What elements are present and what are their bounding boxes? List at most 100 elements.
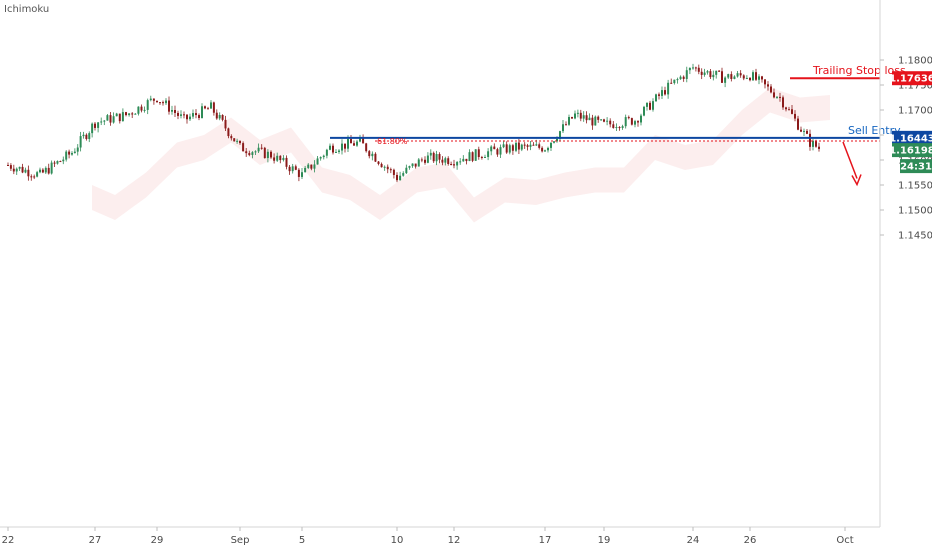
candle-body <box>553 141 555 143</box>
candle-body <box>380 163 383 168</box>
candle-body <box>248 153 251 155</box>
x-ticks: 22 27 29 Sep 5 10 12 17 19 24 26 Oct <box>2 527 854 546</box>
candle-body <box>365 143 368 152</box>
candle-body <box>624 117 627 127</box>
candle-body <box>33 176 36 178</box>
candle-body <box>383 166 386 168</box>
ichimoku-cloud <box>92 87 830 223</box>
candle-body <box>291 166 294 172</box>
candle-body <box>484 156 486 158</box>
candle-body <box>764 79 766 85</box>
candle-body <box>88 133 91 139</box>
candle-body <box>432 152 435 162</box>
candle-body <box>585 115 588 121</box>
candle-body <box>335 151 337 153</box>
candle-body <box>706 71 709 73</box>
candle-body <box>389 169 392 171</box>
candle-body <box>183 114 185 116</box>
candle-body <box>162 102 164 104</box>
candle-body <box>353 143 355 146</box>
candle-body <box>496 149 499 155</box>
candle-body <box>137 106 140 114</box>
candle-body <box>447 158 450 164</box>
candle-body <box>767 84 769 87</box>
candle-body <box>520 144 523 150</box>
candle-body <box>646 102 648 107</box>
candle-body <box>121 112 124 122</box>
candle-body <box>233 138 236 142</box>
candle-body <box>773 92 775 98</box>
price-badges: 1.17636 1.16443 1.16198 24:31 <box>889 71 932 174</box>
candle-body <box>456 162 459 166</box>
candle-body <box>788 109 790 111</box>
candle-body <box>661 90 663 96</box>
candle-body <box>490 146 493 152</box>
candle-body <box>156 100 158 103</box>
candle-body <box>538 144 541 148</box>
candle-body <box>435 154 438 162</box>
candle-body <box>752 72 754 81</box>
candle-body <box>597 116 600 120</box>
candle-body <box>257 147 260 152</box>
candle-body <box>177 112 179 116</box>
x-tick-label: 5 <box>299 535 305 546</box>
candle-body <box>438 154 441 160</box>
candle-body <box>462 158 465 162</box>
candle-body <box>201 106 203 118</box>
candle-body <box>374 153 377 162</box>
candle-body <box>402 173 405 176</box>
candle-body <box>91 123 94 134</box>
candle-body <box>574 113 576 119</box>
candle-body <box>405 167 408 174</box>
candle-body <box>588 117 591 121</box>
candle-body <box>712 74 715 78</box>
candle-body <box>694 67 697 69</box>
candle-body <box>745 77 748 79</box>
candle-body <box>131 113 134 115</box>
candle-body <box>12 168 15 172</box>
candle-body <box>544 150 546 152</box>
candle-body <box>685 70 688 79</box>
candle-body <box>818 146 820 149</box>
candle-body <box>621 126 624 128</box>
candle-body <box>444 158 447 163</box>
candle-body <box>115 113 118 117</box>
candle-body <box>171 110 173 112</box>
candle-body <box>643 106 645 116</box>
candle-body <box>82 134 85 137</box>
candle-body <box>450 163 453 165</box>
candle-body <box>453 164 455 166</box>
x-tick-label: Oct <box>836 535 853 546</box>
y-tick-label: 1.17000 <box>898 106 932 117</box>
candle-body <box>371 153 374 157</box>
candle-body <box>242 143 245 152</box>
candle-body <box>329 145 331 150</box>
candle-body <box>523 144 526 146</box>
candle-body <box>112 116 115 123</box>
candle-body <box>562 124 564 132</box>
candle-body <box>285 157 288 167</box>
candle-body <box>721 71 723 83</box>
candle-body <box>547 147 549 151</box>
candle-body <box>227 128 230 137</box>
candle-body <box>630 118 633 125</box>
candle-body <box>79 136 82 148</box>
candle-body <box>260 147 263 149</box>
candle-body <box>679 76 682 80</box>
candle-body <box>7 165 9 166</box>
candle-body <box>263 147 266 159</box>
candle-body <box>637 121 639 123</box>
candle-body <box>532 144 535 146</box>
candle-body <box>474 149 477 161</box>
candle-body <box>664 90 666 95</box>
countdown-badge: 24:31 <box>900 162 932 173</box>
candle-body <box>338 150 340 152</box>
candle-body <box>676 79 679 81</box>
candle-body <box>198 115 200 118</box>
candle-body <box>368 151 371 157</box>
candle-body <box>386 166 389 170</box>
candle-body <box>511 145 514 151</box>
candle-body <box>700 71 703 75</box>
candle-body <box>579 112 582 119</box>
